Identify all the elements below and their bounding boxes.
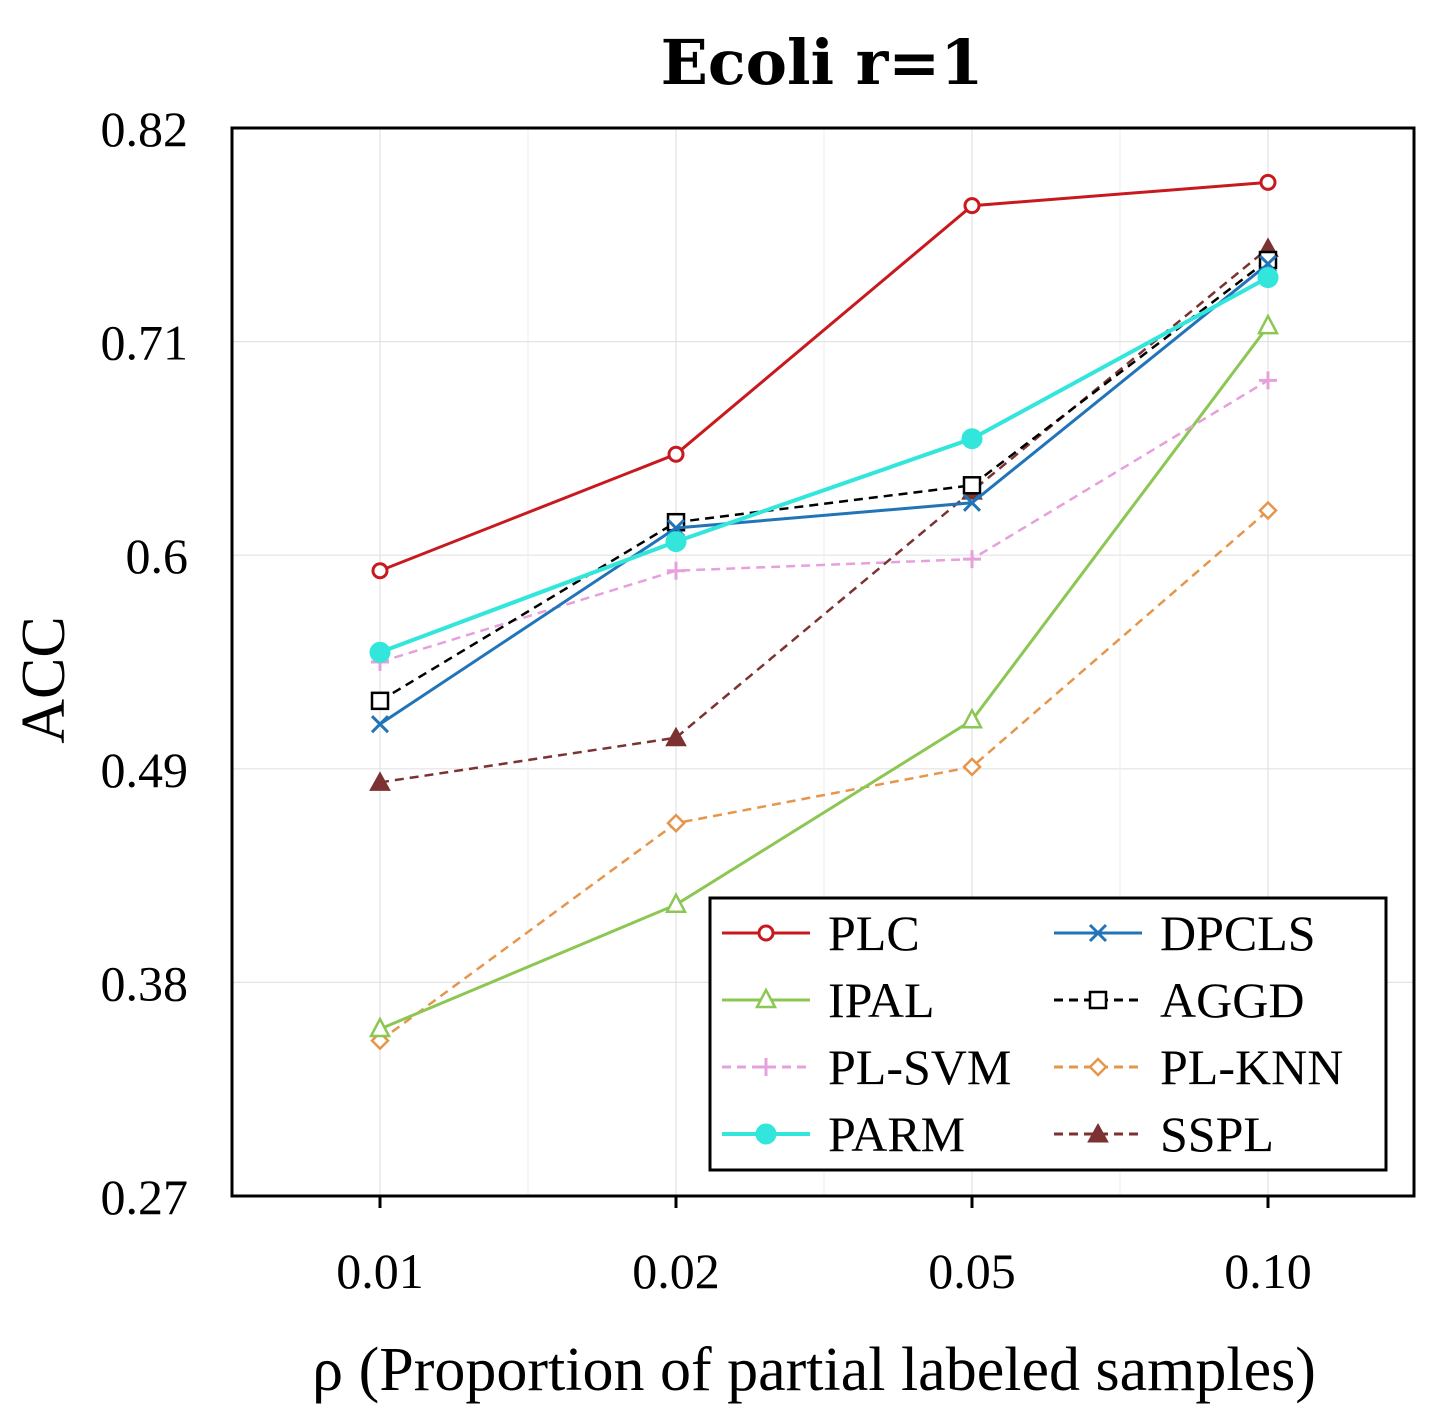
series-line-dpcls bbox=[379, 262, 1269, 726]
legend-label: AGGD bbox=[1160, 972, 1304, 1028]
data-point-pl-knn bbox=[1258, 500, 1278, 521]
series-plc bbox=[371, 173, 1277, 580]
x-tick-label: 0.10 bbox=[1224, 1243, 1312, 1299]
legend-item-dpcls: DPCLS bbox=[1054, 905, 1316, 961]
data-point-parm bbox=[961, 428, 983, 450]
series-line-sspl bbox=[379, 247, 1269, 784]
data-point-sspl bbox=[369, 771, 391, 791]
legend-marker-dpcls bbox=[1088, 923, 1108, 943]
chart-title: Ecoli r=1 bbox=[661, 26, 984, 99]
y-axis-label: ACC bbox=[10, 616, 78, 743]
data-point-plc bbox=[963, 197, 981, 215]
y-tick-label: 0.6 bbox=[126, 528, 189, 584]
legend-item-aggd: AGGD bbox=[1054, 972, 1304, 1028]
plot-frame bbox=[230, 126, 1416, 1198]
data-point-ipal bbox=[368, 1016, 392, 1038]
data-point-sspl bbox=[665, 726, 687, 747]
legend-marker-pl-knn bbox=[1088, 1057, 1108, 1077]
legend-marker-plc bbox=[757, 924, 775, 942]
legend-item-ipal: IPAL bbox=[722, 972, 935, 1028]
y-tick-label: 0.38 bbox=[101, 955, 189, 1011]
legend-label: DPCLS bbox=[1160, 905, 1316, 961]
data-point-pl-svm bbox=[667, 561, 685, 580]
data-point-aggd bbox=[962, 476, 982, 495]
legend-marker-pl-svm bbox=[757, 1058, 775, 1076]
data-point-pl-svm bbox=[963, 550, 981, 569]
legend-label: SSPL bbox=[1160, 1106, 1274, 1162]
series-line-pl-knn bbox=[379, 509, 1269, 1042]
legend-label: PL-KNN bbox=[1160, 1039, 1343, 1095]
legend-marker-sspl bbox=[1087, 1122, 1109, 1143]
x-tick-label: 0.01 bbox=[336, 1243, 424, 1299]
data-point-pl-svm bbox=[1259, 371, 1277, 390]
data-point-parm bbox=[1257, 267, 1279, 289]
data-point-plc bbox=[667, 445, 685, 463]
legend-label: IPAL bbox=[828, 972, 935, 1028]
legend-item-sspl: SSPL bbox=[1054, 1106, 1274, 1162]
y-tick-labels: 0.82 0.71 0.6 0.49 0.38 0.27 bbox=[101, 101, 189, 1225]
data-point-pl-knn bbox=[370, 1030, 390, 1051]
legend-label: PLC bbox=[828, 905, 920, 961]
series-parm bbox=[369, 267, 1279, 663]
series-line-aggd bbox=[379, 259, 1269, 702]
y-tick-label: 0.82 bbox=[101, 101, 189, 157]
data-point-parm bbox=[369, 641, 391, 663]
data-point-parm bbox=[665, 531, 687, 553]
legend-marker-parm bbox=[755, 1123, 777, 1145]
data-point-aggd bbox=[370, 691, 390, 711]
x-axis-label: ρ (Proportion of partial labeled samples… bbox=[312, 1336, 1316, 1404]
legend-label: PARM bbox=[828, 1106, 965, 1162]
legend-marker-ipal bbox=[754, 987, 778, 1009]
data-point-ipal bbox=[1256, 313, 1280, 335]
data-point-dpcls bbox=[370, 715, 390, 734]
legend-item-pl-svm: PL-SVM bbox=[722, 1039, 1011, 1095]
legend-frame bbox=[708, 896, 1388, 1172]
y-tick-label: 0.49 bbox=[101, 742, 189, 798]
data-point-dpcls bbox=[962, 493, 982, 512]
series-pl-knn bbox=[370, 500, 1278, 1051]
x-tick-label: 0.02 bbox=[632, 1243, 720, 1299]
series-layer bbox=[368, 173, 1280, 1051]
series-line-parm bbox=[379, 275, 1269, 655]
data-point-pl-knn bbox=[666, 813, 686, 833]
series-ipal bbox=[368, 313, 1280, 1038]
legend: PLC DPCLS IPAL AGGD PL-SVM PL-KNN PARM SSPL bbox=[708, 896, 1388, 1172]
data-point-ipal bbox=[664, 892, 688, 913]
data-point-plc bbox=[371, 562, 389, 580]
y-tick-label: 0.27 bbox=[101, 1169, 189, 1225]
legend-label: PL-SVM bbox=[828, 1039, 1011, 1095]
data-point-ipal bbox=[960, 707, 984, 729]
data-point-plc bbox=[1259, 173, 1277, 191]
x-tick-label: 0.05 bbox=[928, 1243, 1016, 1299]
series-line-ipal bbox=[379, 325, 1270, 1031]
x-tick-labels: 0.01 0.02 0.05 0.10 bbox=[336, 1196, 1312, 1299]
series-line-pl-svm bbox=[379, 379, 1269, 664]
y-tick-label: 0.71 bbox=[101, 315, 189, 371]
legend-item-parm: PARM bbox=[722, 1106, 965, 1162]
legend-item-plc: PLC bbox=[722, 905, 920, 961]
data-point-pl-knn bbox=[962, 757, 982, 777]
legend-marker-aggd bbox=[1088, 990, 1108, 1010]
series-line-plc bbox=[379, 180, 1269, 573]
legend-item-pl-knn: PL-KNN bbox=[1054, 1039, 1343, 1095]
